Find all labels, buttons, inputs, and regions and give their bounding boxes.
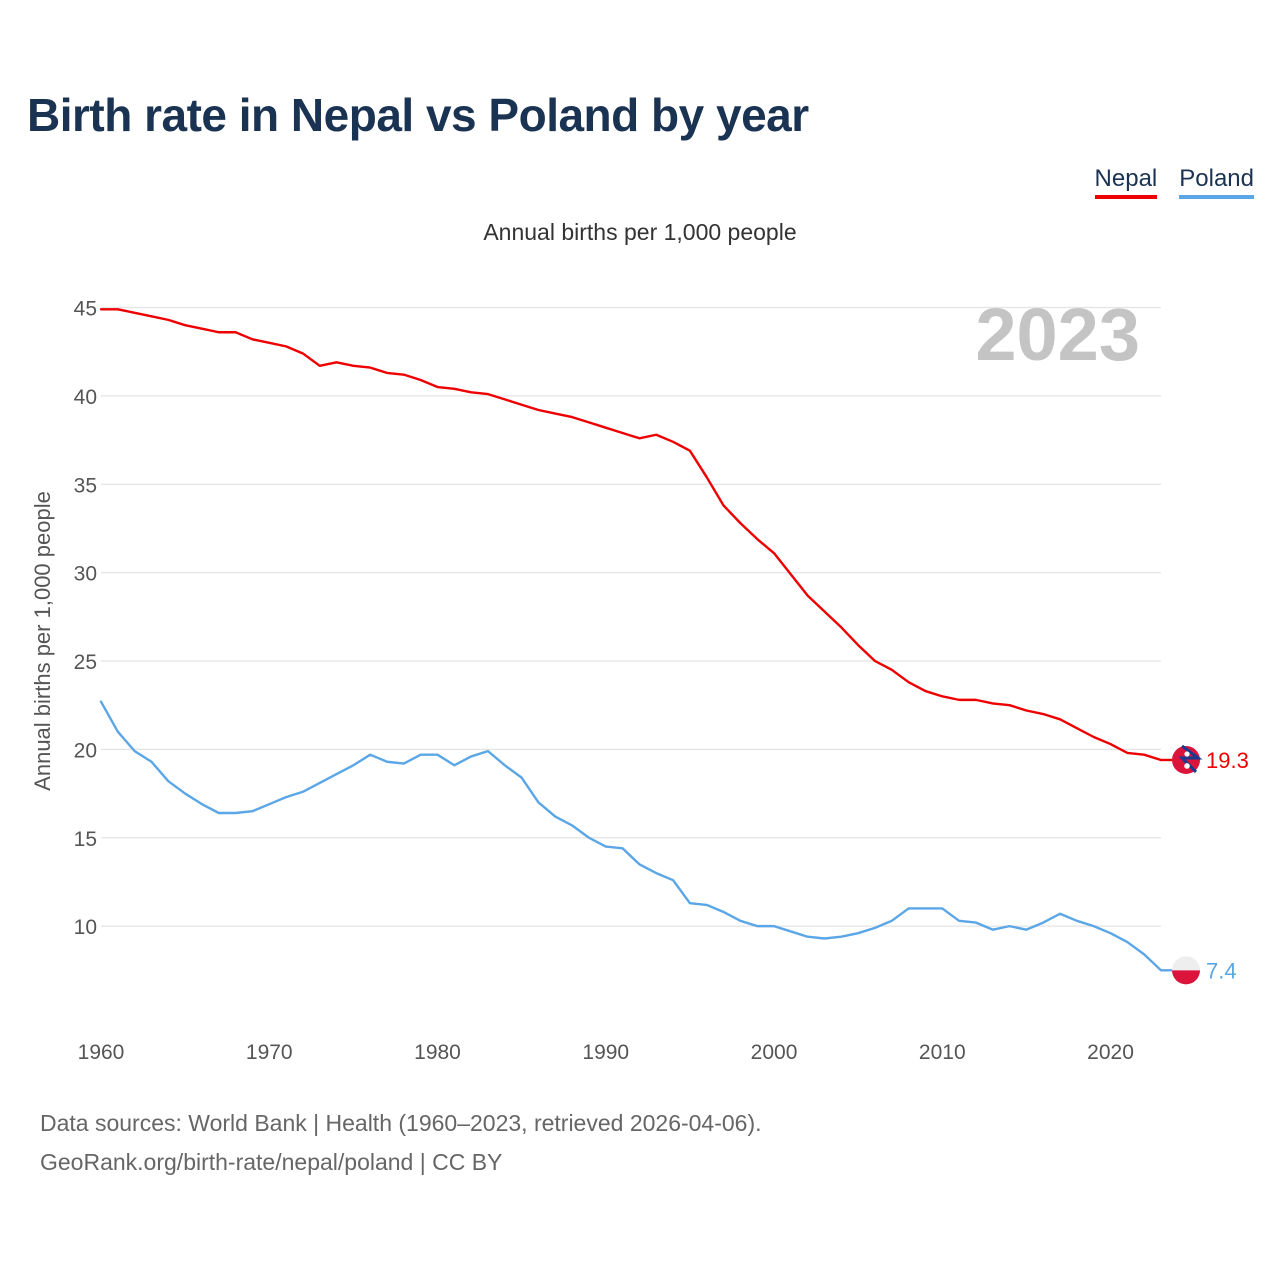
legend-item-poland[interactable]: Poland <box>1179 165 1254 199</box>
y-tick-label-30: 30 <box>74 563 97 586</box>
footer: Data sources: World Bank | Health (1960–… <box>40 1104 762 1182</box>
y-axis-label: Annual births per 1,000 people <box>30 491 55 791</box>
x-tick-label-1980: 1980 <box>414 1041 461 1064</box>
x-tick-label-2020: 2020 <box>1087 1041 1134 1064</box>
y-tick-label-10: 10 <box>74 916 97 939</box>
x-tick-label-2000: 2000 <box>751 1041 798 1064</box>
grid-layer <box>101 306 1161 927</box>
end-value-nepal: 19.3 <box>1206 748 1249 773</box>
x-tick-label-2010: 2010 <box>919 1041 966 1064</box>
end-markers: 19.3 7.4 <box>1161 744 1249 985</box>
series-line-nepal[interactable] <box>99 308 1163 762</box>
y-tick-label-20: 20 <box>74 739 97 762</box>
x-tick-labels: 1960 1970 1980 1990 2000 2010 2020 <box>78 1041 1134 1064</box>
poland-flag-icon <box>1172 956 1200 985</box>
series-line-poland[interactable] <box>99 700 1163 972</box>
x-tick-label-1990: 1990 <box>582 1041 629 1064</box>
footer-sources: Data sources: World Bank | Health (1960–… <box>40 1110 762 1136</box>
x-tick-label-1970: 1970 <box>246 1041 293 1064</box>
x-tick-label-1960: 1960 <box>78 1041 125 1064</box>
y-tick-labels: 10 15 20 25 30 35 40 45 <box>74 298 97 940</box>
y-tick-label-35: 35 <box>74 474 97 497</box>
nepal-flag-icon <box>1172 744 1203 774</box>
footer-link[interactable]: GeoRank.org/birth-rate/nepal/poland | CC… <box>40 1149 503 1175</box>
legend: Nepal Poland <box>1094 165 1254 199</box>
year-watermark: 2023 <box>975 293 1140 376</box>
y-tick-label-15: 15 <box>74 828 97 851</box>
legend-item-nepal[interactable]: Nepal <box>1094 165 1158 199</box>
series-layer <box>99 308 1163 972</box>
y-tick-label-40: 40 <box>74 386 97 409</box>
chart-title: Birth rate in Nepal vs Poland by year <box>27 89 809 141</box>
chart-subtitle: Annual births per 1,000 people <box>483 219 796 245</box>
y-tick-label-45: 45 <box>74 298 97 321</box>
end-value-poland: 7.4 <box>1206 958 1237 983</box>
chart-area: Annual births per 1,000 people 2023 Annu… <box>30 219 1249 1064</box>
y-tick-label-25: 25 <box>74 651 97 674</box>
